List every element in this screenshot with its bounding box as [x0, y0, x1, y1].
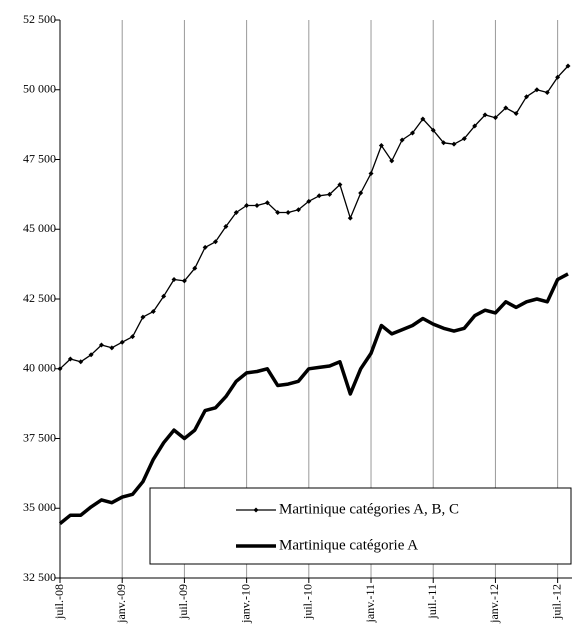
marker	[492, 115, 498, 121]
marker	[472, 123, 478, 129]
marker	[327, 191, 333, 197]
x-tick-label: juil.-08	[52, 584, 66, 620]
marker	[161, 293, 167, 299]
marker	[441, 140, 447, 146]
marker	[306, 198, 312, 204]
marker	[420, 116, 426, 122]
marker	[140, 314, 146, 320]
marker	[285, 210, 291, 216]
marker	[78, 359, 84, 365]
marker	[254, 203, 260, 209]
y-tick-label: 35 000	[23, 500, 56, 514]
legend-label: Martinique catégories A, B, C	[279, 501, 459, 517]
marker	[119, 339, 125, 345]
marker	[503, 105, 509, 111]
y-tick-label: 37 500	[23, 430, 56, 444]
series-line	[59, 65, 569, 370]
marker	[98, 342, 104, 348]
marker	[378, 143, 384, 149]
x-tick-label: janv.-11	[363, 584, 377, 623]
marker	[524, 94, 530, 100]
x-tick-label: juil.-12	[549, 584, 563, 620]
y-tick-label: 50 000	[23, 82, 56, 96]
marker	[233, 210, 239, 216]
marker	[150, 309, 156, 315]
x-tick-label: juil.-10	[301, 584, 315, 620]
x-tick-label: janv.-12	[487, 584, 501, 624]
y-tick-label: 45 000	[23, 221, 56, 235]
legend-label: Martinique catégorie A	[279, 537, 418, 553]
marker	[337, 182, 343, 188]
legend-marker	[253, 507, 259, 513]
marker	[534, 87, 540, 93]
marker	[461, 136, 467, 142]
marker	[130, 334, 136, 340]
marker	[181, 278, 187, 284]
legend	[149, 487, 572, 565]
x-tick-label: juil.-09	[176, 584, 190, 620]
marker	[451, 141, 457, 147]
marker	[109, 345, 115, 351]
x-tick-label: janv.-10	[238, 584, 252, 624]
marker	[409, 130, 415, 136]
marker	[368, 170, 374, 176]
marker	[544, 90, 550, 96]
marker	[399, 137, 405, 143]
marker	[316, 193, 322, 199]
series-line	[58, 272, 569, 525]
marker	[171, 276, 177, 282]
y-tick-label: 42 500	[23, 291, 56, 305]
marker	[482, 112, 488, 118]
marker	[88, 352, 94, 358]
marker	[295, 207, 301, 213]
marker	[223, 223, 229, 229]
marker	[192, 265, 198, 271]
marker	[565, 63, 571, 69]
x-tick-label: juil.-11	[425, 584, 439, 620]
marker	[513, 110, 519, 116]
marker	[202, 244, 208, 250]
y-tick-label: 52 500	[23, 12, 56, 26]
marker	[67, 356, 73, 362]
y-tick-label: 32 500	[23, 570, 56, 584]
x-tick-label: janv.-09	[114, 584, 128, 624]
y-tick-label: 40 000	[23, 361, 56, 375]
marker	[347, 215, 353, 221]
marker	[275, 210, 281, 216]
marker	[389, 158, 395, 164]
marker	[358, 190, 364, 196]
y-tick-label: 47 500	[23, 151, 56, 165]
marker	[244, 203, 250, 209]
marker	[264, 200, 270, 206]
marker	[213, 239, 219, 245]
marker	[57, 366, 63, 372]
marker	[430, 127, 436, 133]
marker	[555, 74, 561, 80]
